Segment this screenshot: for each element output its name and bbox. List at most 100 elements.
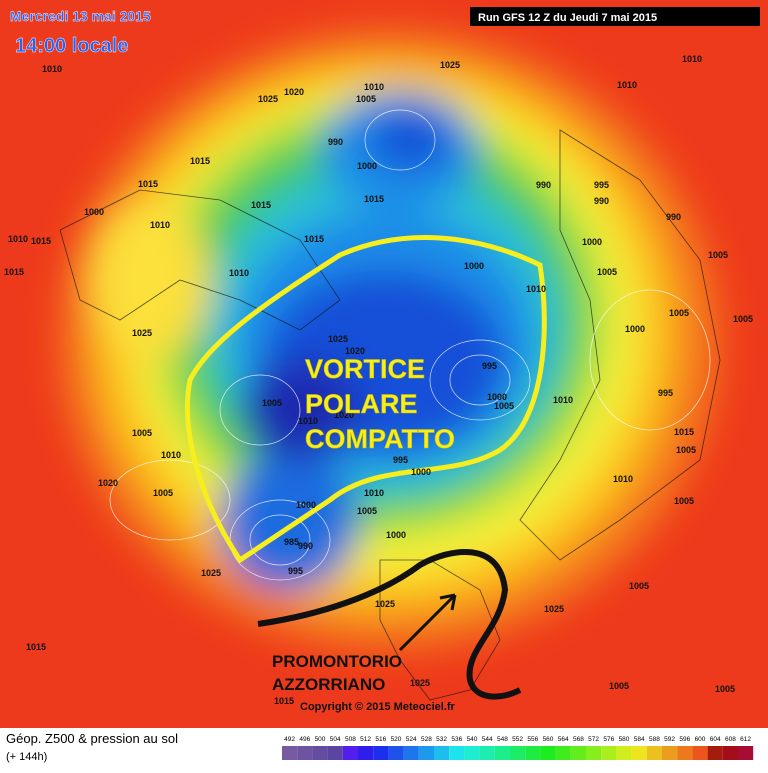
colorbar-tick-label: 512 xyxy=(360,736,371,743)
colorbar-tick-label: 612 xyxy=(740,736,751,743)
isobar-label: 1015 xyxy=(190,156,210,166)
colorbar-tick-label: 564 xyxy=(558,736,569,743)
isobar-label: 1005 xyxy=(153,488,173,498)
colorbar-tick-label: 516 xyxy=(375,736,386,743)
copyright: Copyright © 2015 Meteociel.fr xyxy=(300,701,456,713)
isobar-label: 990 xyxy=(298,541,313,551)
colorbar-tick-label: 588 xyxy=(649,736,660,743)
isobar-label: 1015 xyxy=(304,234,324,244)
colorbar-tick-label: 596 xyxy=(679,736,690,743)
isobar-label: 1000 xyxy=(84,207,104,217)
colorbar-swatch xyxy=(494,746,510,760)
colorbar-swatch xyxy=(586,746,602,760)
isobar-label: 1020 xyxy=(98,478,118,488)
isobar-label: 1005 xyxy=(132,428,152,438)
colorbar-tick-label: 556 xyxy=(527,736,538,743)
isobar-label: 1005 xyxy=(676,445,696,455)
isobar-label: 1000 xyxy=(357,161,377,171)
isobar-label: 990 xyxy=(328,137,343,147)
isobar-label: 1005 xyxy=(669,308,689,318)
colorbar-tick-label: 600 xyxy=(695,736,706,743)
isobar-label: 1010 xyxy=(42,64,62,74)
isobar-label: 1010 xyxy=(617,80,637,90)
colorbar-swatch xyxy=(677,746,693,760)
date: Mercredi 13 mai 2015 xyxy=(10,8,151,24)
isobar-label: 1010 xyxy=(298,416,318,426)
isobar-label: 1015 xyxy=(138,179,158,189)
isobar-label: 995 xyxy=(482,361,497,371)
colorbar-tick-label: 608 xyxy=(725,736,736,743)
colorbar-tick-label: 576 xyxy=(603,736,614,743)
isobar-label: 1025 xyxy=(132,328,152,338)
colorbar-swatch xyxy=(373,746,389,760)
isobar-label: 1010 xyxy=(8,234,28,244)
isobar-label: 1015 xyxy=(364,194,384,204)
isobar-label: 1025 xyxy=(201,568,221,578)
colorbar-tick-label: 592 xyxy=(664,736,675,743)
isobar-label: 1025 xyxy=(375,599,395,609)
isobar-label: 1000 xyxy=(625,324,645,334)
colorbar-swatch xyxy=(510,746,526,760)
isobar-label: 1000 xyxy=(296,500,316,510)
isobar-label: 1010 xyxy=(150,220,170,230)
isobar-label: 995 xyxy=(393,455,408,465)
isobar-label: 1000 xyxy=(582,237,602,247)
colorbar-tick-label: 568 xyxy=(573,736,584,743)
isobar-label: 1010 xyxy=(553,395,573,405)
ridge-label: AZZORRIANO xyxy=(272,675,385,694)
colorbar-swatch xyxy=(738,746,754,760)
isobar-label: 990 xyxy=(536,180,551,190)
colorbar-swatch xyxy=(555,746,571,760)
colorbar-tick-label: 492 xyxy=(284,736,295,743)
local-time: 14:00 locale xyxy=(15,35,128,57)
colorbar-tick-label: 604 xyxy=(710,736,721,743)
isobar-label: 1025 xyxy=(544,604,564,614)
isobar-label: 1005 xyxy=(597,267,617,277)
colorbar-swatch xyxy=(479,746,495,760)
isobar-label: 1005 xyxy=(357,506,377,516)
colorbar-tick-label: 548 xyxy=(497,736,508,743)
colorbar-swatch xyxy=(342,746,358,760)
isobars xyxy=(109,109,711,581)
colorbar-swatch xyxy=(631,746,647,760)
vortex-label: POLARE xyxy=(305,389,418,419)
isobar-label: 1005 xyxy=(356,94,376,104)
coastlines xyxy=(59,129,721,701)
isobar-label: 1010 xyxy=(364,488,384,498)
isobar-label: 1020 xyxy=(284,87,304,97)
vortex-label: VORTICE xyxy=(305,354,425,384)
ridge-label: PROMONTORIO xyxy=(272,652,402,671)
isobar-label: 1000 xyxy=(487,392,507,402)
colorbar-swatch xyxy=(525,746,541,760)
ridge-outline xyxy=(257,548,522,700)
isobar-label: 1015 xyxy=(4,267,24,277)
colorbar: 492 496 500 504 508 512 516 520 524 528 532 536 540 5… xyxy=(282,736,754,760)
colorbar-swatch xyxy=(540,746,556,760)
isobar-label: 985 xyxy=(284,537,299,547)
isobar-label: 1005 xyxy=(609,681,629,691)
colorbar-tick-label: 544 xyxy=(482,736,493,743)
isobar-label: 1015 xyxy=(274,696,294,706)
colorbar-tick-label: 580 xyxy=(619,736,630,743)
colorbar-swatch xyxy=(464,746,480,760)
colorbar-tick-label: 524 xyxy=(406,736,417,743)
isobar-label: 1025 xyxy=(328,334,348,344)
colorbar-swatch xyxy=(646,746,662,760)
colorbar-tick-label: 504 xyxy=(330,736,341,743)
run-box xyxy=(470,7,760,26)
isobar-label: 1010 xyxy=(682,54,702,64)
colorbar-swatch xyxy=(707,746,723,760)
colorbar-swatch xyxy=(601,746,617,760)
isobar-label: 1010 xyxy=(526,284,546,294)
colorbar-tick-label: 584 xyxy=(634,736,645,743)
colorbar-swatch xyxy=(312,746,328,760)
isobar-label: 1005 xyxy=(262,398,282,408)
colorbar-swatch xyxy=(692,746,708,760)
colorbar-tick-label: 528 xyxy=(421,736,432,743)
colorbar-tick-label: 540 xyxy=(467,736,478,743)
isobar-label: 1010 xyxy=(613,474,633,484)
colorbar-swatch xyxy=(403,746,419,760)
isobar-label: 1020 xyxy=(345,346,365,356)
isobar-label: 1025 xyxy=(410,678,430,688)
